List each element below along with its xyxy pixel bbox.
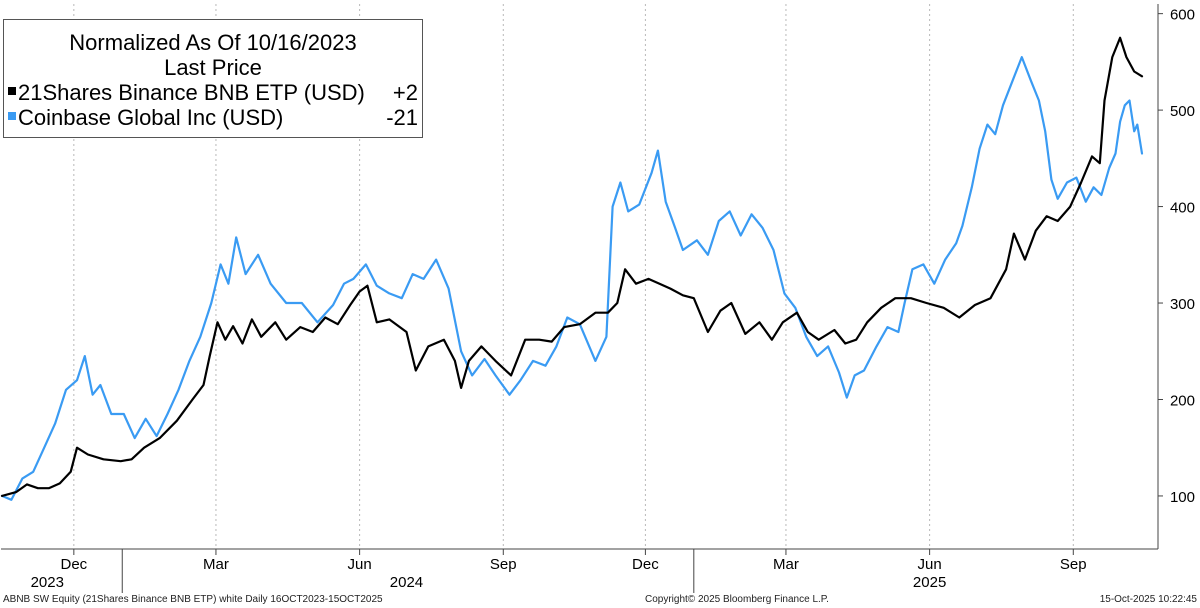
legend-item-coinbase: Coinbase Global Inc (USD) -21 xyxy=(8,105,418,130)
x-tick-label: Jun xyxy=(918,556,942,573)
year-label: 2025 xyxy=(913,574,946,591)
series-line-coinbase xyxy=(0,55,1144,501)
y-tick-label: 300 xyxy=(1170,296,1195,313)
series-line-bnb xyxy=(0,36,1144,497)
x-tick-label: Mar xyxy=(773,556,799,573)
x-tick-label: Dec xyxy=(60,556,87,573)
legend-label-bnb: 21Shares Binance BNB ETP (USD) xyxy=(18,80,365,105)
legend-label-coinbase: Coinbase Global Inc (USD) xyxy=(18,105,284,130)
y-tick-label: 400 xyxy=(1170,200,1195,217)
x-tick-label: Sep xyxy=(490,556,517,573)
series-lines xyxy=(0,36,1144,501)
year-label: 2023 xyxy=(31,574,64,591)
y-tick-label: 200 xyxy=(1170,392,1195,409)
footer-copyright: Copyright© 2025 Bloomberg Finance L.P. xyxy=(645,594,829,605)
x-tick-label: Jun xyxy=(348,556,372,573)
y-tick-label: 600 xyxy=(1170,7,1195,24)
y-tick-label: 500 xyxy=(1170,103,1195,120)
footer-timestamp: 15-Oct-2025 10:22:45 xyxy=(1099,594,1197,605)
legend-subtitle: Last Price xyxy=(164,55,262,80)
legend-swatch-coinbase xyxy=(8,112,16,120)
legend: Normalized As Of 10/16/2023 Last Price 2… xyxy=(3,19,423,138)
x-axis-ticks: Dec Mar Jun Sep Dec Mar Jun Sep 2023 2024 2025 xyxy=(31,549,1087,593)
y-axis-ticks: 100 200 300 400 500 600 xyxy=(1158,7,1195,506)
legend-swatch-bnb xyxy=(8,87,16,95)
footer-source: ABNB SW Equity (21Shares Binance BNB ETP… xyxy=(3,594,383,605)
legend-value-bnb: +2 xyxy=(392,80,418,105)
x-tick-label: Mar xyxy=(203,556,229,573)
legend-value-coinbase: -21 xyxy=(386,105,418,130)
legend-title: Normalized As Of 10/16/2023 xyxy=(69,30,357,55)
x-tick-label: Sep xyxy=(1060,556,1087,573)
x-tick-label: Dec xyxy=(632,556,659,573)
axes xyxy=(1,4,1159,550)
y-tick-label: 100 xyxy=(1170,489,1195,506)
year-label: 2024 xyxy=(390,574,423,591)
legend-item-bnb: 21Shares Binance BNB ETP (USD) +2 xyxy=(8,80,418,105)
